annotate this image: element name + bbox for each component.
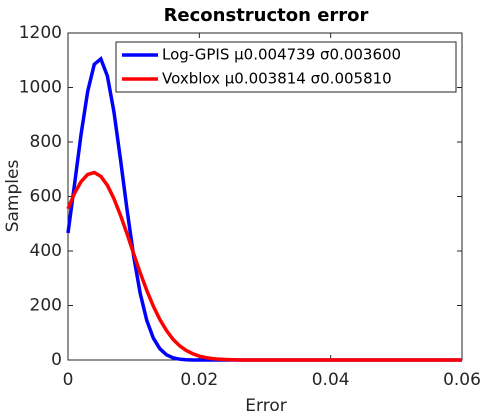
x-tick-label: 0.06 xyxy=(443,370,481,390)
y-tick-label: 800 xyxy=(30,132,62,152)
y-tick-label: 1000 xyxy=(19,78,62,98)
legend: Log-GPIS μ0.004739 σ0.003600 Voxblox μ0.0… xyxy=(115,41,457,93)
line xyxy=(66,170,462,362)
legend-label: Log-GPIS μ0.004739 σ0.003600 xyxy=(162,46,401,64)
y-tick-label: 400 xyxy=(30,241,62,261)
y-tick-label: 0 xyxy=(51,350,62,370)
x-tick-label: 0.04 xyxy=(312,370,350,390)
y-tick-label: 1200 xyxy=(19,23,62,43)
legend-label: Voxblox μ0.003814 σ0.005810 xyxy=(162,70,392,88)
x-tick-label: 0 xyxy=(63,370,74,390)
y-axis-label: Samples xyxy=(3,160,23,233)
y-tick-label: 200 xyxy=(30,296,62,316)
y-tick-label: 600 xyxy=(30,187,62,207)
x-tick-label: 0.02 xyxy=(180,370,218,390)
x-axis-label: Error xyxy=(245,396,286,416)
legend-box xyxy=(115,41,457,93)
chart-title: Reconstructon error xyxy=(164,5,369,26)
